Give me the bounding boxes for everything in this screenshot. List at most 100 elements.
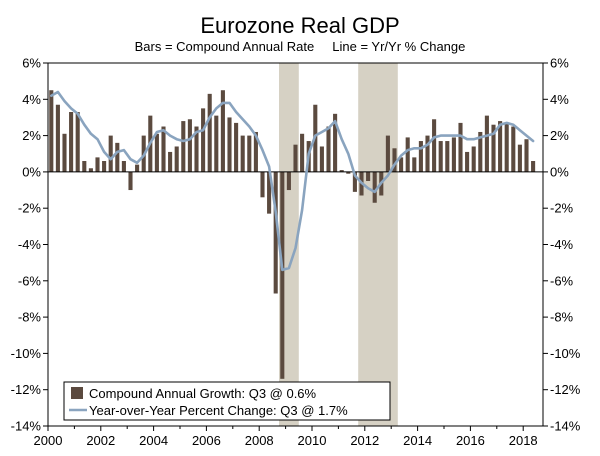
bar-41	[319, 146, 324, 172]
bar-25	[214, 115, 219, 172]
x-tick-label-2: 2004	[139, 433, 168, 448]
bar-7	[95, 157, 100, 172]
y-tick-label-right-1: 4%	[550, 92, 569, 107]
bar-24	[207, 93, 212, 172]
y-axis-right: 6% 4% 2% 0% -2% -4% -6% -8% -10% -12% -14%	[543, 56, 581, 434]
bar-30	[247, 135, 252, 172]
y-tick-label-right-7: -8%	[550, 310, 574, 325]
bar-0	[49, 90, 54, 172]
bar-67	[491, 124, 496, 172]
legend-bar-swatch	[71, 387, 83, 399]
y-tick-label-left-5: -4%	[18, 237, 42, 252]
chart-title: Eurozone Real GDP	[200, 13, 399, 38]
y-tick-label-left-7: -8%	[18, 310, 42, 325]
bar-62	[458, 122, 463, 172]
bar-8	[102, 161, 107, 172]
bar-60	[445, 141, 450, 172]
y-tick-label-left-6: -6%	[18, 273, 42, 288]
bar-23	[201, 108, 206, 172]
bar-44	[339, 170, 344, 172]
bar-55	[412, 157, 417, 172]
y-tick-label-right-10: -14%	[550, 419, 581, 434]
bar-38	[300, 133, 305, 172]
x-axis: 2000 2002 2004 2006 2008 2010 2012 2014 2016 2018	[34, 426, 538, 448]
bar-48	[366, 171, 371, 181]
bar-73	[531, 161, 536, 172]
x-tick-label-9: 2018	[509, 433, 538, 448]
bar-19	[174, 146, 179, 172]
bar-71	[517, 144, 522, 172]
bar-28	[234, 122, 239, 172]
legend: Compound Annual Growth: Q3 @ 0.6% Year-o…	[63, 381, 391, 421]
x-tick-label-8: 2016	[456, 433, 485, 448]
y-tick-label-left-0: 6%	[22, 56, 41, 71]
bar-65	[478, 131, 483, 172]
bar-31	[253, 131, 258, 172]
y-tick-label-right-6: -6%	[550, 273, 574, 288]
bar-45	[346, 171, 351, 174]
bar-61	[451, 137, 456, 172]
legend-line-label: Year-over-Year Percent Change: Q3 @ 1.7%	[89, 403, 348, 418]
bar-36	[286, 171, 291, 191]
bar-21	[187, 119, 192, 172]
bar-6	[88, 168, 93, 172]
bar-26	[220, 90, 225, 172]
bar-33	[267, 171, 272, 214]
bar-12	[128, 171, 133, 191]
bar-42	[326, 126, 331, 172]
bar-11	[121, 161, 126, 172]
yoy-series-line	[50, 90, 535, 272]
x-tick-label-5: 2010	[298, 433, 327, 448]
bar-10	[115, 142, 120, 172]
recession-band-1	[358, 63, 398, 426]
y-tick-label-left-3: 0%	[22, 164, 41, 179]
bar-29	[240, 135, 245, 172]
x-tick-label-6: 2012	[350, 433, 379, 448]
y-tick-label-left-2: 2%	[22, 128, 41, 143]
bar-66	[484, 115, 489, 172]
bar-53	[399, 157, 404, 172]
y-tick-label-left-1: 4%	[22, 92, 41, 107]
bar-35	[280, 171, 285, 379]
y-tick-label-left-10: -14%	[11, 419, 42, 434]
bar-5	[82, 161, 87, 172]
legend-bar-label: Compound Annual Growth: Q3 @ 0.6%	[89, 386, 317, 401]
bar-52	[392, 148, 397, 172]
y-tick-label-right-2: 2%	[550, 128, 569, 143]
x-tick-label-4: 2008	[245, 433, 274, 448]
bar-63	[465, 151, 470, 172]
bars-group	[49, 90, 536, 379]
bar-9	[108, 135, 113, 172]
bar-20	[181, 121, 186, 172]
chart-subtitle: Bars = Compound Annual Rate Line = Yr/Yr…	[135, 39, 466, 54]
bar-17	[161, 126, 166, 172]
bar-32	[260, 171, 265, 198]
bar-13	[135, 164, 140, 172]
bar-58	[432, 119, 437, 172]
bar-68	[498, 121, 503, 172]
bar-59	[438, 141, 443, 172]
bar-27	[227, 117, 232, 172]
y-tick-label-right-0: 6%	[550, 56, 569, 71]
x-tick-label-3: 2006	[192, 433, 221, 448]
y-tick-label-left-4: -2%	[18, 201, 42, 216]
bar-49	[372, 171, 377, 203]
bar-3	[69, 112, 74, 172]
bar-43	[333, 113, 338, 172]
y-tick-label-right-8: -10%	[550, 346, 581, 361]
bar-54	[405, 137, 410, 172]
y-tick-label-right-3: 0%	[550, 164, 569, 179]
y-axis-left: 6% 4% 2% 0% -2% -4% -6% -8% -10% -12% -14%	[11, 56, 48, 434]
x-tick-label-7: 2014	[403, 433, 432, 448]
y-tick-label-right-5: -4%	[550, 237, 574, 252]
bar-69	[504, 122, 509, 172]
bar-22	[194, 126, 199, 172]
bar-4	[75, 112, 80, 172]
x-tick-label-1: 2002	[86, 433, 115, 448]
bar-37	[293, 144, 298, 172]
bar-70	[511, 126, 516, 172]
bar-1	[55, 104, 60, 172]
y-tick-label-right-9: -12%	[550, 382, 581, 397]
bar-57	[425, 135, 430, 172]
